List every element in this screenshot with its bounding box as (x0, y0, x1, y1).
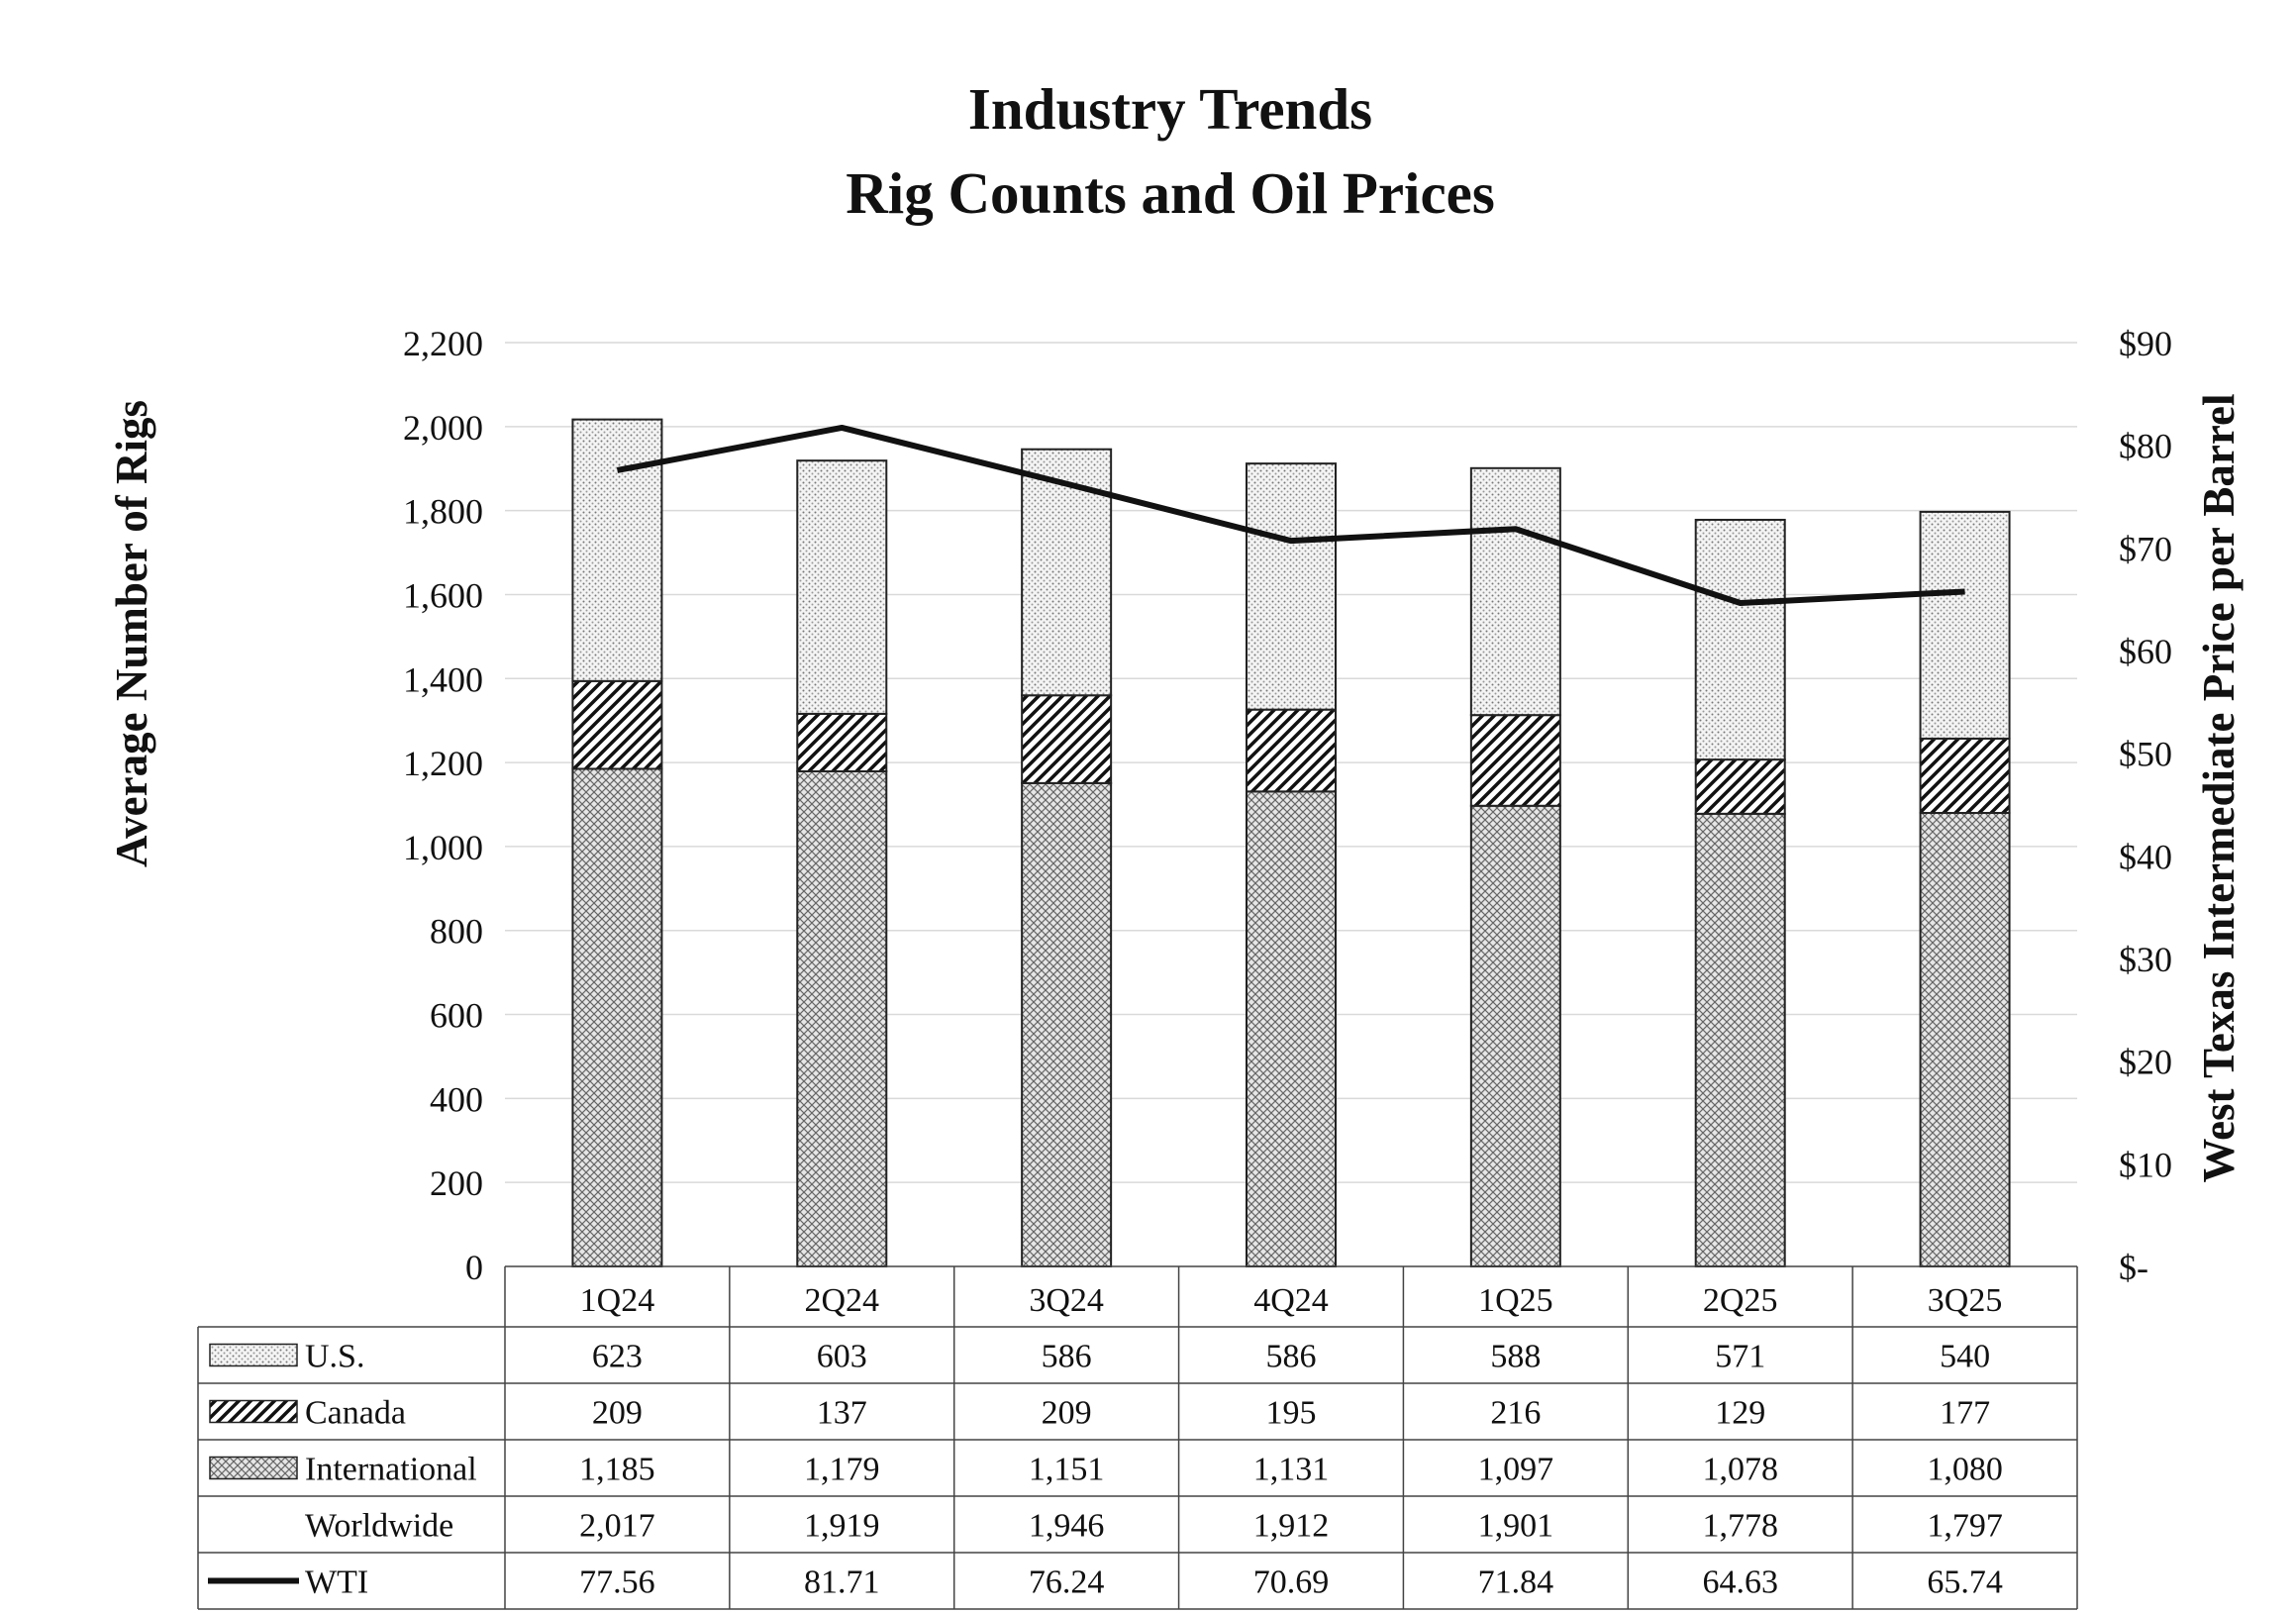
bar-international-4Q24 (1246, 790, 1337, 1268)
y2-tick-label: $50 (2119, 735, 2172, 774)
y2-tick-label: $60 (2119, 632, 2172, 671)
bar-international-2Q24 (796, 769, 888, 1267)
data-label-international-1Q25: 1,097 (1478, 1452, 1554, 1488)
category-label-3Q24: 3Q24 (1029, 1282, 1104, 1319)
bar-us-1Q25 (1469, 466, 1561, 717)
y2-tick-label: $10 (2119, 1145, 2172, 1184)
y-tick-label: 1,600 (403, 575, 483, 615)
legend-key-canada (209, 1399, 298, 1424)
legend-label-us: U.S. (305, 1339, 364, 1375)
bar-us-2Q24 (796, 459, 888, 715)
y-tick-label: 0 (465, 1248, 483, 1287)
y2-tick-label: $30 (2119, 940, 2172, 979)
data-label-us-1Q25: 588 (1490, 1339, 1541, 1375)
data-label-us-3Q25: 540 (1940, 1339, 1990, 1375)
legend-key-us (209, 1343, 298, 1367)
legend-label-international: International (305, 1452, 477, 1488)
legend-label-worldwide: Worldwide (305, 1508, 453, 1545)
bar-international-2Q25 (1694, 812, 1786, 1268)
data-label-wti-2Q25: 64.63 (1702, 1564, 1778, 1601)
y-tick-label: 2,200 (403, 324, 483, 363)
legend-key-international (209, 1456, 298, 1480)
data-label-worldwide-2Q25: 1,778 (1702, 1508, 1778, 1545)
data-label-canada-2Q25: 129 (1715, 1395, 1765, 1432)
y-tick-label: 2,000 (403, 408, 483, 448)
y-tick-label: 1,800 (403, 492, 483, 532)
legend-label-canada: Canada (305, 1395, 406, 1432)
y-tick-label: 800 (430, 912, 483, 952)
y2-axis-title: West Texas Intermediate Price per Barrel (2194, 394, 2244, 1183)
y2-tick-label: $- (2119, 1248, 2148, 1287)
data-label-us-1Q24: 623 (592, 1339, 643, 1375)
y2-tick-label: $70 (2119, 529, 2172, 568)
bar-us-3Q25 (1919, 510, 2011, 740)
bar-canada-2Q25 (1694, 758, 1786, 815)
y-tick-label: 1,200 (403, 744, 483, 783)
bar-canada-1Q24 (571, 679, 663, 770)
data-label-worldwide-3Q25: 1,797 (1927, 1508, 2003, 1545)
data-label-international-3Q25: 1,080 (1927, 1452, 2003, 1488)
data-label-canada-1Q25: 216 (1490, 1395, 1541, 1432)
category-label-1Q25: 1Q25 (1478, 1282, 1553, 1319)
data-label-worldwide-4Q24: 1,912 (1253, 1508, 1330, 1545)
bar-international-3Q25 (1919, 811, 2011, 1267)
data-label-canada-3Q25: 177 (1940, 1395, 1990, 1432)
chart-subtitle: Rig Counts and Oil Prices (846, 160, 1495, 226)
data-label-international-4Q24: 1,131 (1253, 1452, 1330, 1488)
category-label-2Q24: 2Q24 (805, 1282, 880, 1319)
y-tick-label: 200 (430, 1163, 483, 1203)
data-label-worldwide-1Q25: 1,901 (1478, 1508, 1554, 1545)
category-label-3Q25: 3Q25 (1928, 1282, 2003, 1319)
bar-canada-1Q25 (1469, 714, 1561, 807)
data-label-canada-3Q24: 209 (1042, 1395, 1092, 1432)
data-label-wti-1Q25: 71.84 (1478, 1564, 1554, 1601)
bar-canada-3Q25 (1919, 737, 2011, 814)
category-label-1Q24: 1Q24 (580, 1282, 655, 1319)
data-label-wti-2Q24: 81.71 (804, 1564, 880, 1601)
chart-title: Industry Trends (968, 76, 1372, 142)
data-label-us-2Q25: 571 (1715, 1339, 1765, 1375)
data-label-wti-3Q25: 65.74 (1927, 1564, 2003, 1601)
bar-us-2Q25 (1694, 518, 1786, 761)
data-label-worldwide-2Q24: 1,919 (804, 1508, 880, 1545)
data-label-canada-1Q24: 209 (592, 1395, 643, 1432)
y-axis-title: Average Number of Rigs (107, 400, 156, 867)
data-label-international-3Q24: 1,151 (1029, 1452, 1105, 1488)
legend-label-wti: WTI (305, 1564, 368, 1601)
data-label-wti-4Q24: 70.69 (1253, 1564, 1330, 1601)
data-label-international-2Q24: 1,179 (804, 1452, 880, 1488)
data-label-international-1Q24: 1,185 (579, 1452, 655, 1488)
data-label-canada-2Q24: 137 (817, 1395, 867, 1432)
y-tick-label: 1,000 (403, 828, 483, 867)
bar-international-3Q24 (1021, 781, 1113, 1267)
data-label-us-3Q24: 586 (1042, 1339, 1092, 1375)
bar-canada-4Q24 (1246, 708, 1337, 793)
y2-tick-label: $90 (2119, 324, 2172, 363)
data-label-worldwide-1Q24: 2,017 (579, 1508, 655, 1545)
bar-us-4Q24 (1246, 462, 1337, 711)
data-label-international-2Q25: 1,078 (1702, 1452, 1778, 1488)
data-label-us-4Q24: 586 (1266, 1339, 1317, 1375)
category-label-2Q25: 2Q25 (1703, 1282, 1778, 1319)
y2-tick-label: $20 (2119, 1043, 2172, 1082)
bar-canada-3Q24 (1021, 694, 1113, 784)
data-label-worldwide-3Q24: 1,946 (1029, 1508, 1105, 1545)
bar-us-1Q24 (571, 418, 663, 682)
y-tick-label: 400 (430, 1079, 483, 1119)
y2-tick-label: $80 (2119, 427, 2172, 466)
data-label-us-2Q24: 603 (817, 1339, 867, 1375)
data-label-canada-4Q24: 195 (1266, 1395, 1317, 1432)
data-label-wti-1Q24: 77.56 (579, 1564, 655, 1601)
category-label-4Q24: 4Q24 (1253, 1282, 1329, 1319)
y2-tick-label: $40 (2119, 837, 2172, 876)
bar-international-1Q25 (1469, 804, 1561, 1267)
bar-canada-2Q24 (796, 712, 888, 772)
data-label-wti-3Q24: 76.24 (1029, 1564, 1105, 1601)
bar-international-1Q24 (571, 767, 663, 1267)
y-tick-label: 1,400 (403, 659, 483, 699)
y-tick-label: 600 (430, 996, 483, 1036)
